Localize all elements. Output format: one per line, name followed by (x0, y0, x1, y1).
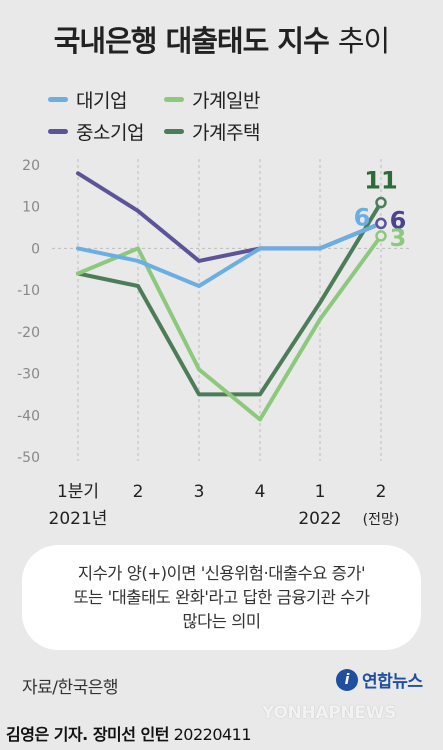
y-tick-label-6: -40 (17, 408, 40, 424)
x-tick-label-3: 4 (255, 482, 266, 502)
y-tick-label-7: -50 (17, 450, 40, 466)
x-tick-label-4: 1 (315, 482, 326, 502)
endpoint-label-1: 6 (354, 203, 371, 231)
note-text: 지수가 양(+)이면 '신용위험·대출수요 증가' 또는 '대출태도 완화'라고… (73, 563, 370, 631)
legend-swatch-household-general (164, 97, 184, 102)
legend-swatch-sme (48, 129, 68, 134)
chart-title-main: 국내은행 대출태도 지수 (53, 24, 330, 58)
yonhap-logo: i 연합뉴스 (336, 667, 423, 692)
legend-label-sme: 중소기업 (76, 122, 144, 144)
legend-item-household-general: 가계일반 (164, 86, 260, 113)
endpoint-label-3: 3 (390, 224, 407, 252)
chart-title-suffix: 추이 (337, 24, 390, 58)
y-tick-label-5: -30 (17, 367, 40, 383)
x-tick-sublabel-0: 2021년 (49, 509, 108, 529)
legend-label-household-housing: 가계주택 (192, 122, 260, 144)
x-tick-sublabel-4: 2022 (298, 509, 341, 529)
y-tick-label-1: 10 (22, 200, 40, 216)
legend-swatch-household-housing (164, 129, 184, 134)
series-line-2 (76, 233, 383, 422)
line-chart: 20 10 0 -10 -20 -30 -40 -50 1분기 2021년 2 3 4 1 2022 2 (전망… (17, 158, 412, 529)
legend-label-large-corp: 대기업 (76, 90, 127, 112)
watermark: YONHAPNEWS (262, 703, 397, 723)
y-tick-label-4: -20 (17, 325, 40, 341)
source-text: 자료/한국은행 (22, 678, 119, 698)
chart-title: 국내은행 대출태도 지수 추이 (0, 18, 443, 60)
y-tick-label-2: 0 (31, 241, 40, 257)
legend: 대기업 가계일반 중소기업 가계주택 (48, 86, 408, 146)
credit-name: 김영은 기자. 장미선 인턴 (6, 725, 170, 744)
legend-label-household-general: 가계일반 (192, 90, 260, 112)
y-tick-label-0: 20 (22, 158, 40, 174)
y-tick-label-3: -10 (17, 283, 40, 299)
endpoint-marker-3 (375, 196, 387, 209)
x-tick-label-1: 2 (133, 482, 144, 502)
credit-date: 20220411 (173, 725, 252, 744)
legend-item-household-housing: 가계주택 (164, 118, 260, 145)
x-tick-label-0: 1분기 (57, 482, 99, 502)
legend-swatch-large-corp (48, 97, 68, 102)
x-tick-label-5: 2 (376, 482, 387, 502)
series-line-1 (76, 171, 383, 263)
endpoint-marker-2 (375, 230, 387, 242)
endpoint-label-2: 6 (390, 206, 407, 234)
note-box: 지수가 양(+)이면 '신용위험·대출수요 증가' 또는 '대출태도 완화'라고… (22, 545, 421, 650)
credit-line: 김영은 기자. 장미선 인턴 20220411 (6, 721, 252, 745)
legend-item-large-corp: 대기업 (48, 86, 127, 113)
x-tick-sublabel-5: (전망) (363, 512, 400, 528)
yonhap-logo-icon: i (336, 668, 358, 691)
yonhap-logo-text: 연합뉴스 (362, 672, 423, 692)
legend-item-sme: 중소기업 (48, 118, 144, 145)
endpoint-label-0: 11 (364, 167, 397, 195)
endpoint-marker-1 (375, 217, 387, 230)
x-tick-label-2: 3 (194, 482, 205, 502)
series-line-0 (76, 221, 383, 288)
